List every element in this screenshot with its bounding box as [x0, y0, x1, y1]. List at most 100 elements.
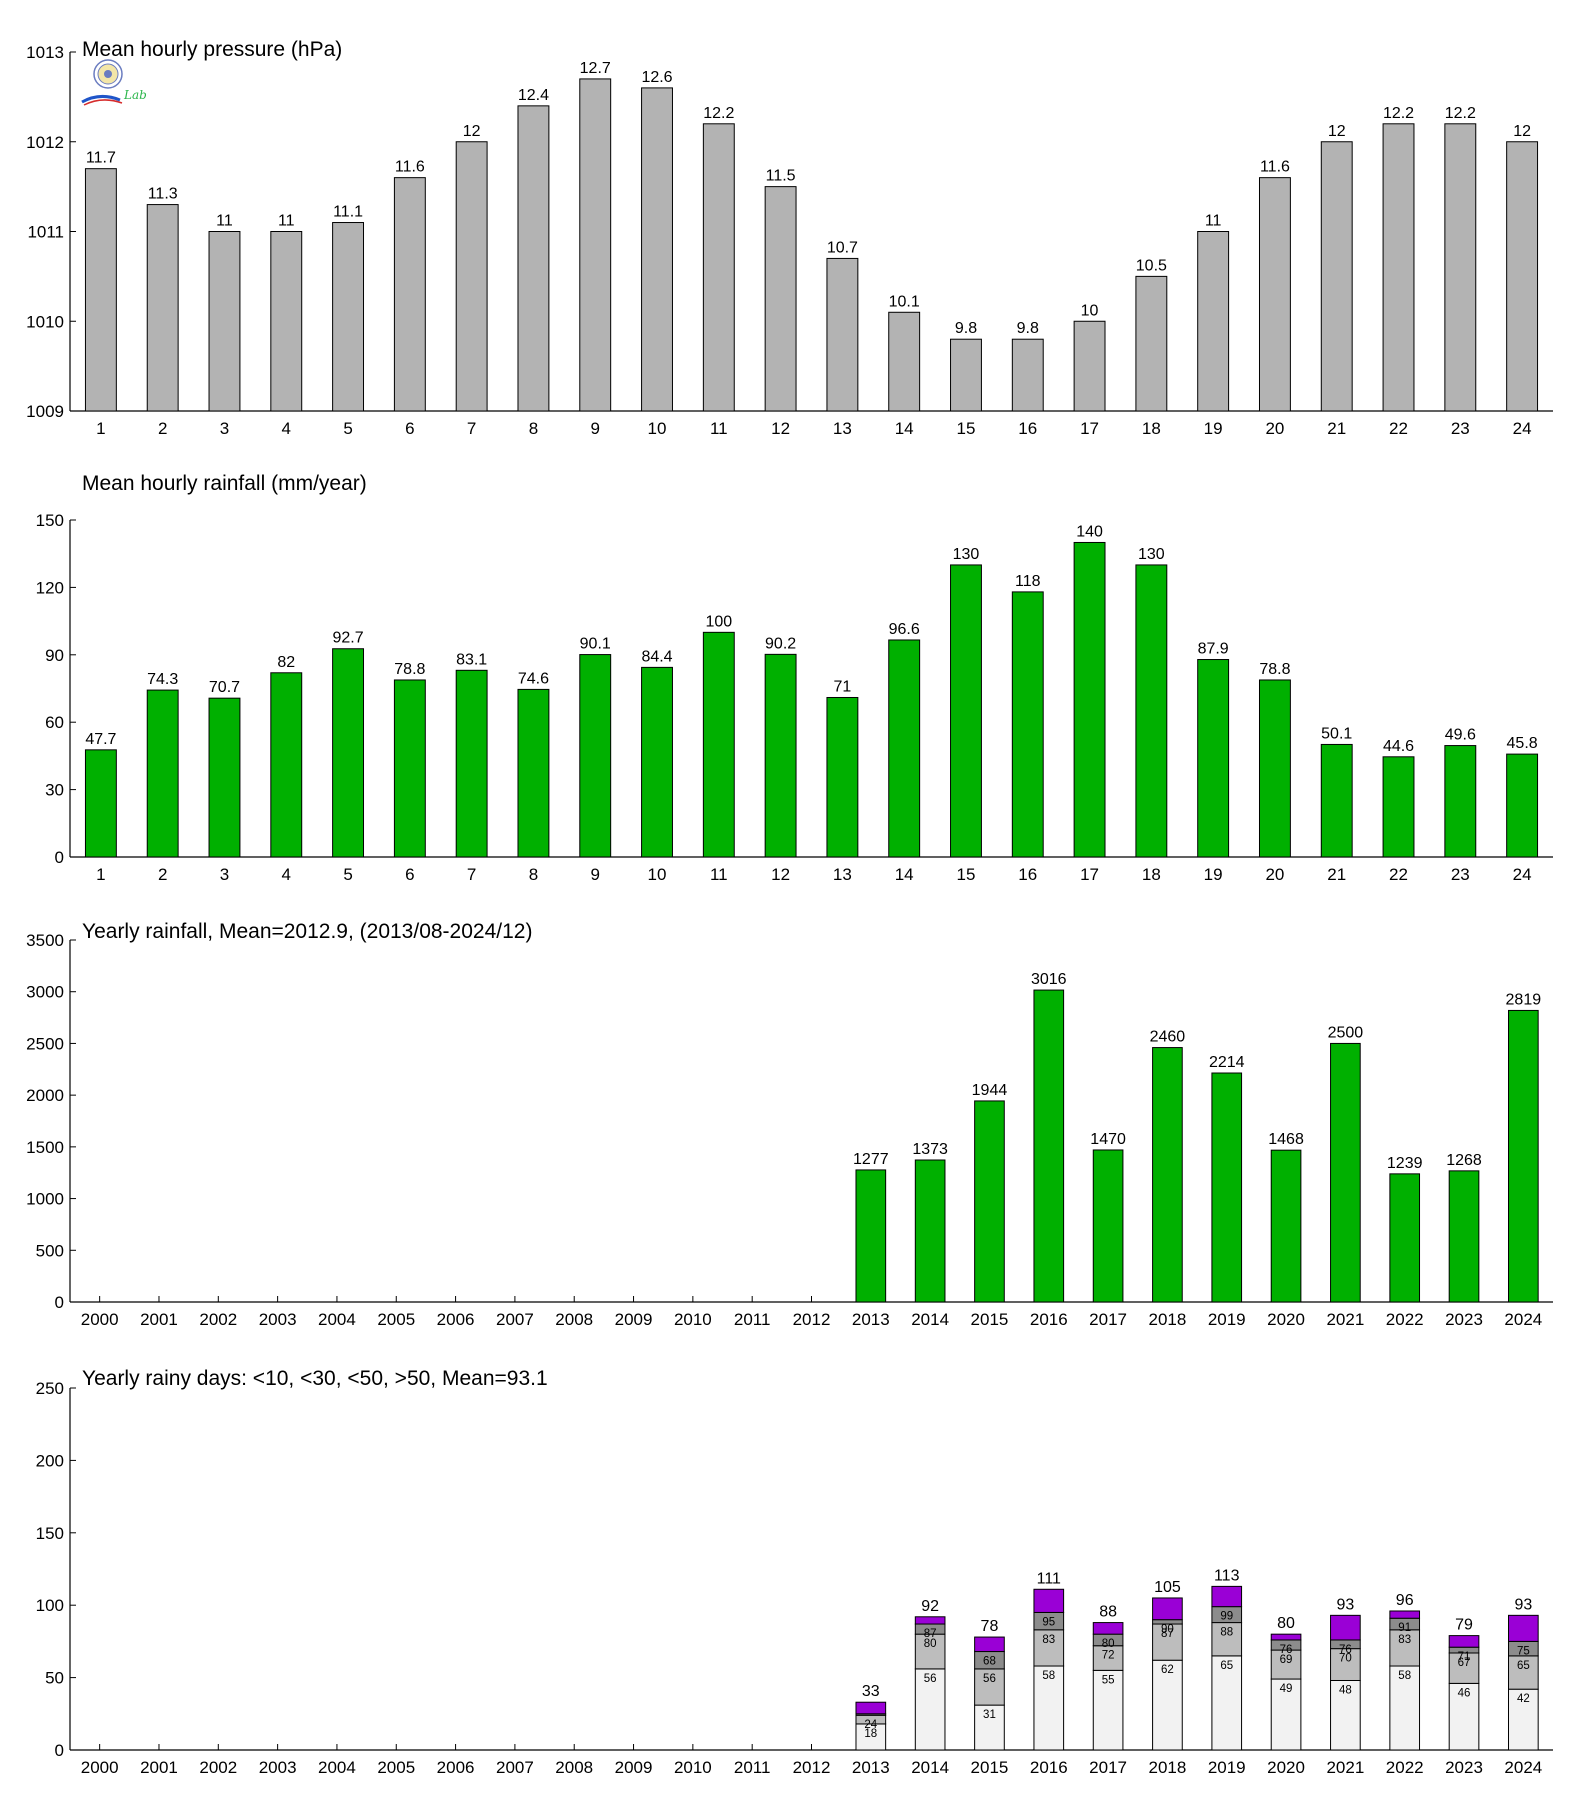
bar — [455, 141, 488, 412]
stack-value-label: 58 — [1398, 1670, 1411, 1682]
bar — [641, 666, 673, 858]
bar-value-label: 96.6 — [889, 621, 920, 638]
bar — [146, 689, 179, 858]
x-tick-label: 23 — [1451, 419, 1470, 438]
bar — [1073, 320, 1106, 412]
bar-value-label: 9.8 — [1017, 320, 1039, 337]
bar-value-label: 10.1 — [889, 293, 920, 310]
x-tick-label: 1 — [96, 419, 105, 438]
x-tick-label: 2023 — [1445, 1758, 1483, 1777]
bar — [270, 672, 303, 858]
bar-value-label: 11.6 — [1260, 159, 1290, 176]
stack-segment-lt10 — [1448, 1682, 1480, 1751]
stack-value-label: 55 — [1102, 1674, 1115, 1686]
x-tick-label: 2 — [158, 419, 167, 438]
stack-segment-gt50 — [1448, 1635, 1480, 1648]
logo-text: Lab — [124, 88, 147, 102]
stack-segment-gt50 — [914, 1616, 946, 1625]
y-tick-label: 0 — [55, 848, 64, 867]
bar-value-label: 50.1 — [1321, 725, 1352, 742]
x-tick-label: 2012 — [793, 1310, 831, 1329]
x-tick-label: 2002 — [199, 1310, 237, 1329]
x-tick-label: 22 — [1389, 865, 1408, 884]
x-tick-label: 2017 — [1089, 1310, 1127, 1329]
x-tick-label: 3 — [220, 865, 229, 884]
x-tick-label: 2012 — [793, 1758, 831, 1777]
x-tick-label: 24 — [1513, 865, 1532, 884]
bar-value-label: 78.8 — [394, 661, 425, 678]
x-tick-label: 2003 — [259, 1758, 297, 1777]
x-tick-label: 2023 — [1445, 1310, 1483, 1329]
bar — [270, 231, 303, 412]
bar — [1320, 141, 1353, 412]
stack-value-label: 24 — [864, 1719, 877, 1731]
y-tick-label: 30 — [45, 781, 64, 800]
x-tick-label: 14 — [895, 419, 914, 438]
y-tick-label: 0 — [55, 1741, 64, 1760]
bar-value-label: 78.8 — [1259, 661, 1290, 678]
bar-total-label: 33 — [862, 1683, 880, 1700]
stack-segment-gt50 — [1270, 1633, 1302, 1641]
bar — [974, 1100, 1005, 1303]
stack-segment-lt10 — [1508, 1688, 1539, 1751]
y-tick-label: 1000 — [26, 1190, 64, 1209]
x-tick-label: 13 — [833, 865, 852, 884]
x-tick-label: 2009 — [615, 1310, 653, 1329]
rainy-days-chart: Yearly rainy days: <10, <30, <50, >50, M… — [36, 1367, 1553, 1777]
bar-value-label: 100 — [705, 613, 732, 630]
stack-segment-gt50 — [1033, 1588, 1065, 1613]
y-tick-label: 1010 — [26, 312, 64, 331]
bar-total-label: 80 — [1277, 1615, 1295, 1632]
bar-total-label: 105 — [1154, 1579, 1181, 1596]
bar-value-label: 11 — [278, 213, 295, 230]
stack-segment-gt50 — [1152, 1597, 1183, 1621]
x-tick-label: 2010 — [674, 1758, 712, 1777]
bar — [950, 564, 982, 858]
x-tick-label: 2021 — [1326, 1758, 1364, 1777]
bar — [1508, 1009, 1539, 1303]
bar-value-label: 11.7 — [86, 150, 116, 167]
stack-segment-lt10 — [1389, 1665, 1421, 1751]
y-tick-label: 3000 — [26, 983, 64, 1002]
x-tick-label: 12 — [771, 419, 790, 438]
x-tick-label: 2000 — [81, 1758, 119, 1777]
bar-value-label: 44.6 — [1383, 738, 1414, 755]
bar-value-label: 12.7 — [580, 60, 611, 77]
bar-total-label: 111 — [1037, 1570, 1061, 1587]
x-tick-label: 2013 — [852, 1310, 890, 1329]
bar — [826, 257, 859, 412]
bar-value-label: 74.3 — [147, 671, 178, 688]
bar — [888, 311, 921, 412]
x-tick-label: 7 — [467, 865, 476, 884]
x-tick-label: 12 — [771, 865, 790, 884]
bar-value-label: 12.6 — [641, 69, 672, 86]
stack-value-label: 68 — [983, 1656, 996, 1668]
stack-value-label: 99 — [1220, 1611, 1233, 1623]
stack-value-label: 83 — [1042, 1634, 1055, 1646]
bar-value-label: 83.1 — [456, 651, 487, 668]
y-tick-label: 120 — [36, 578, 64, 597]
bar — [1073, 541, 1106, 858]
x-tick-label: 2015 — [971, 1310, 1009, 1329]
bar-value-label: 1468 — [1268, 1131, 1304, 1148]
y-tick-label: 0 — [55, 1293, 64, 1312]
x-tick-label: 22 — [1389, 419, 1408, 438]
stack-value-label: 70 — [1339, 1653, 1352, 1665]
x-tick-label: 2007 — [496, 1310, 534, 1329]
x-tick-label: 10 — [648, 865, 667, 884]
bar — [1258, 679, 1291, 858]
y-tick-label: 100 — [36, 1596, 64, 1615]
x-tick-label: 2019 — [1208, 1758, 1246, 1777]
stack-value-label: 91 — [1398, 1622, 1411, 1634]
stack-segment-gt50 — [855, 1701, 887, 1715]
x-tick-label: 13 — [833, 419, 852, 438]
bar — [641, 87, 673, 412]
y-tick-label: 90 — [45, 646, 64, 665]
x-tick-label: 4 — [282, 419, 291, 438]
x-tick-label: 2016 — [1030, 1758, 1068, 1777]
bar — [1382, 756, 1415, 858]
stack-value-label: 49 — [1280, 1683, 1293, 1695]
x-tick-label: 4 — [282, 865, 291, 884]
bar-value-label: 10.7 — [827, 239, 858, 256]
x-tick-label: 2001 — [140, 1310, 178, 1329]
